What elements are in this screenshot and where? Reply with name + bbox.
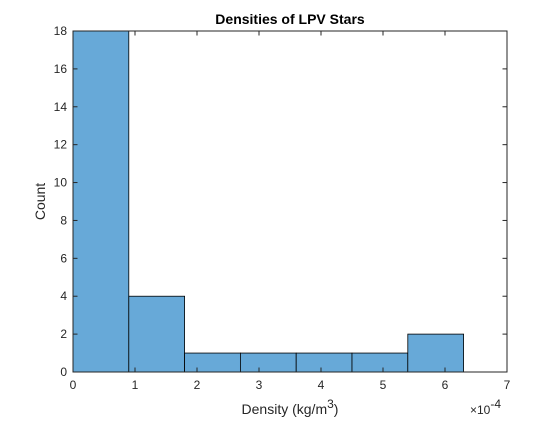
- x-tick-label: 0: [70, 378, 77, 392]
- y-tick-label: 18: [54, 24, 68, 38]
- histogram-bar: [407, 333, 464, 373]
- y-tick-label: 0: [60, 365, 67, 379]
- y-tick-label: 14: [54, 100, 68, 114]
- x-axis-label: Density (kg/m3): [242, 397, 339, 417]
- x-axis-exponent: ×10-4: [470, 397, 501, 417]
- histogram-bar: [295, 352, 353, 373]
- x-axis-exponent-base: ×10: [470, 403, 491, 417]
- y-tick-label: 10: [54, 176, 68, 190]
- y-tick-label: 6: [60, 251, 67, 265]
- y-tick-label: 8: [60, 213, 67, 227]
- x-axis-label-superscript: 3: [327, 397, 334, 411]
- y-tick-label: 4: [60, 289, 67, 303]
- x-tick-label: 6: [442, 378, 449, 392]
- x-axis-label-suffix: ): [334, 401, 339, 417]
- bars-group: [72, 30, 464, 373]
- y-tick-label: 2: [60, 327, 67, 341]
- y-tick-label: 16: [54, 62, 68, 76]
- histogram-bar: [239, 352, 297, 373]
- axes-box: [72, 30, 508, 373]
- chart-title: Densities of LPV Stars: [215, 11, 365, 27]
- histogram-bar: [184, 352, 241, 373]
- histogram-bar: [128, 295, 186, 373]
- x-axis-exponent-power: -4: [490, 397, 501, 411]
- histogram-bar: [351, 352, 409, 373]
- histogram-bar: [72, 30, 130, 373]
- x-tick-label: 5: [380, 378, 387, 392]
- x-tick-label: 7: [504, 378, 511, 392]
- x-tick-label: 2: [194, 378, 201, 392]
- x-axis-label-main: Density (kg/m: [242, 401, 328, 417]
- x-tick-label: 3: [256, 378, 263, 392]
- x-tick-label: 1: [132, 378, 139, 392]
- y-axis-label: Count: [32, 183, 48, 220]
- y-tick-label: 12: [54, 138, 68, 152]
- x-tick-label: 4: [318, 378, 325, 392]
